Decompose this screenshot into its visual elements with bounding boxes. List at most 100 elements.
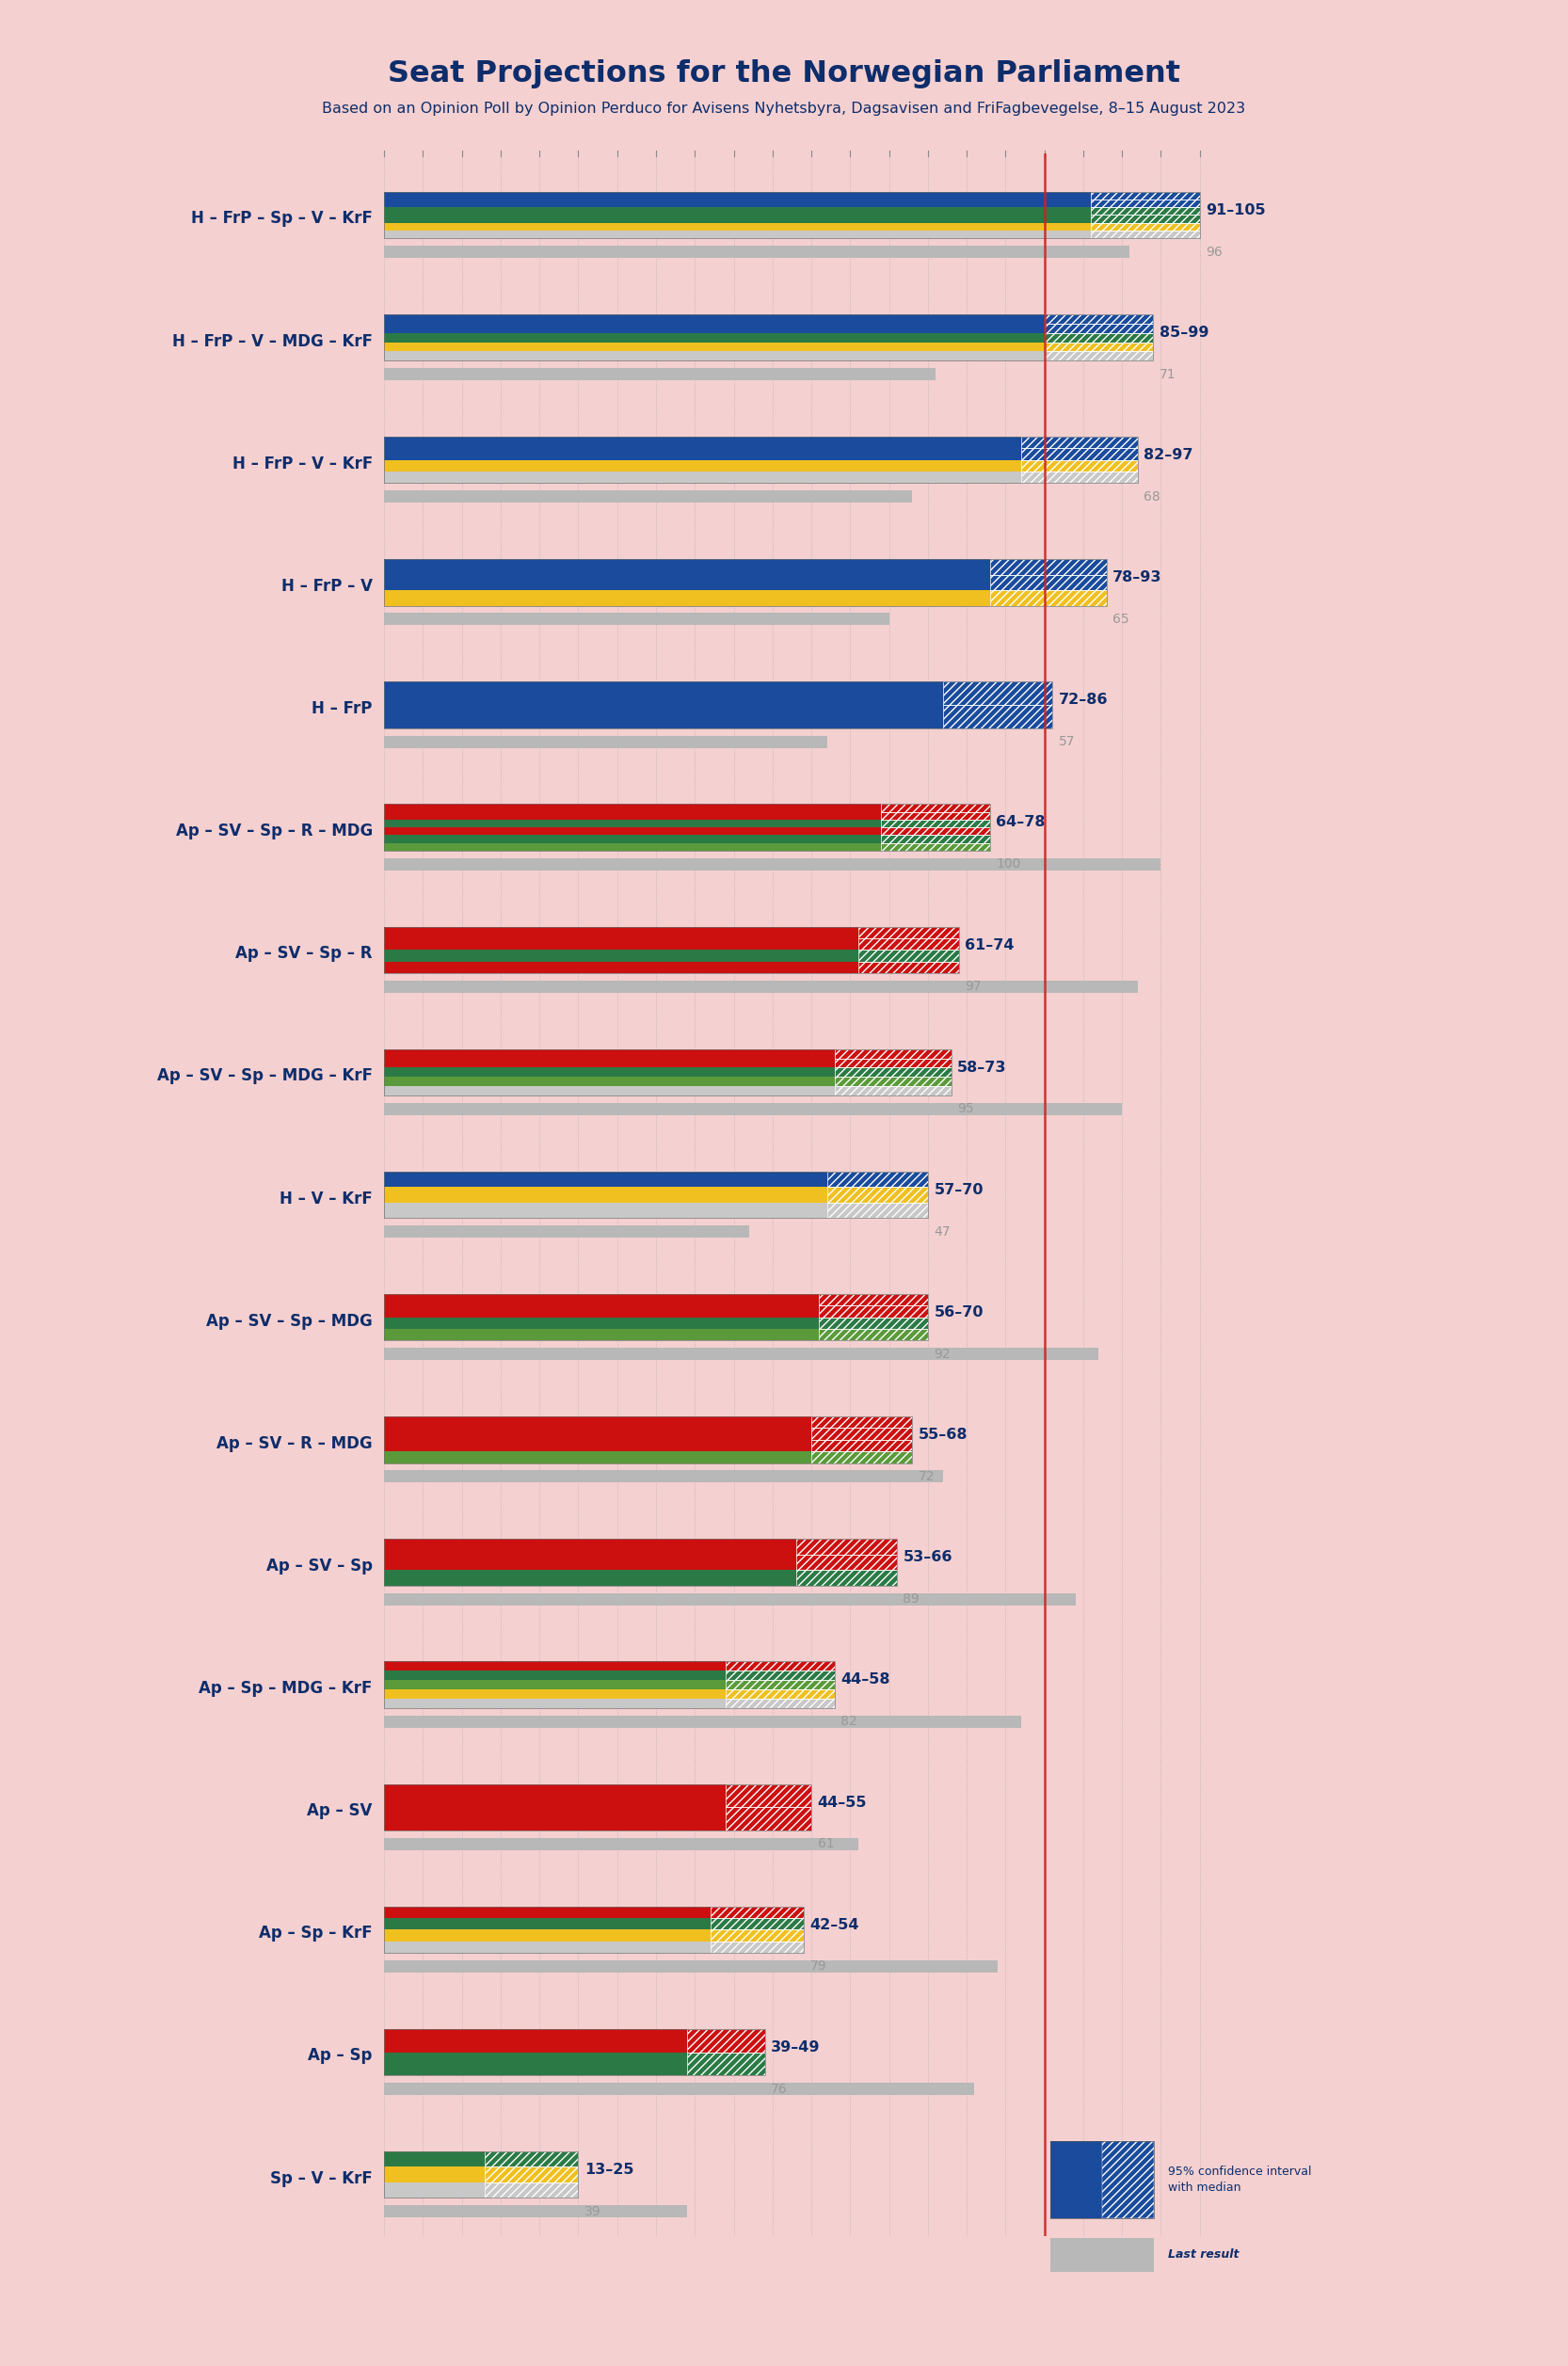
Bar [1102,2141,1154,2219]
Bar [384,961,858,972]
Bar [384,1571,797,1585]
Bar [726,1808,811,1831]
Bar [384,1699,726,1708]
Bar [384,1429,811,1441]
Bar [826,1171,928,1188]
Text: H – FrP – V – KrF: H – FrP – V – KrF [232,454,373,473]
Bar [1021,459,1138,471]
Bar [384,1318,818,1330]
Bar [1091,199,1200,208]
Text: 56–70: 56–70 [935,1306,983,1320]
Bar [989,558,1107,575]
Bar [858,949,960,961]
Text: 97: 97 [966,980,982,994]
Bar [881,828,989,835]
Bar [811,1417,913,1429]
Bar [858,961,960,972]
Bar [384,1048,834,1058]
Bar [384,324,1044,334]
Bar [726,1699,834,1708]
Bar [1051,2141,1154,2219]
Text: H – FrP – Sp – V – KrF: H – FrP – Sp – V – KrF [191,211,373,227]
Bar [1021,447,1138,459]
Bar [384,1931,710,1942]
Bar [485,2181,579,2198]
Bar [384,343,1044,353]
Bar [384,1349,1099,1360]
Bar [384,1202,826,1218]
Bar [384,1294,818,1306]
Bar [826,1202,928,1218]
Bar [1044,315,1152,324]
Bar [384,1538,897,1585]
Text: 72–86: 72–86 [1058,693,1107,707]
Bar [811,1450,913,1462]
Text: 39–49: 39–49 [771,2039,820,2054]
Bar [818,1306,928,1318]
Bar [384,2151,485,2167]
Bar [1044,353,1152,360]
Text: Ap – SV – Sp: Ap – SV – Sp [267,1557,373,1573]
Bar [384,1103,1123,1114]
Bar [834,1058,952,1067]
Bar [811,1429,913,1441]
Bar [384,736,826,748]
Bar [384,2151,579,2198]
Bar [989,558,1107,575]
Text: Ap – Sp – KrF: Ap – Sp – KrF [259,1926,373,1942]
Bar [384,1306,818,1318]
Bar [384,575,989,589]
Bar [811,1417,913,1429]
Bar [1051,2141,1154,2219]
Bar [1044,334,1152,343]
Bar [1044,353,1152,360]
Bar [818,1330,928,1342]
Text: Ap – SV: Ap – SV [307,1803,373,1819]
Bar [384,589,989,606]
Bar [1021,447,1138,459]
Bar [818,1306,928,1318]
Bar [384,1592,1076,1604]
Bar [826,1202,928,1218]
Bar [1044,343,1152,353]
Bar [384,1417,913,1462]
Bar [726,1699,834,1708]
Bar [384,1086,834,1095]
Bar [384,1942,710,1952]
Bar [384,1077,834,1086]
Bar [384,2030,687,2051]
Text: H – V – KrF: H – V – KrF [279,1190,373,1207]
Bar [1044,324,1152,334]
Bar [1021,459,1138,471]
Bar [384,1784,811,1831]
Bar [384,1048,952,1095]
Bar [811,1441,913,1450]
Text: 57–70: 57–70 [935,1183,983,1197]
Bar [726,1808,811,1831]
Bar [384,2181,485,2198]
Text: 61: 61 [817,1838,834,1850]
Bar [384,804,881,812]
Bar [1091,199,1200,208]
Bar [384,613,889,625]
Text: 91–105: 91–105 [1206,203,1265,218]
Bar [384,1838,858,1850]
Bar [989,575,1107,589]
Bar [485,2151,579,2167]
Bar [826,1188,928,1202]
Text: 53–66: 53–66 [903,1550,952,1564]
Bar [710,1942,803,1952]
Bar [834,1077,952,1086]
Bar [726,1689,834,1699]
Bar [384,2205,687,2217]
Bar [384,315,1044,324]
Bar [384,1188,826,1202]
Text: 82: 82 [840,1715,858,1727]
Bar [797,1554,897,1571]
Bar [858,961,960,972]
Bar [384,1330,818,1342]
Bar [384,558,989,575]
Bar [1044,334,1152,343]
Text: 95% confidence interval
with median: 95% confidence interval with median [1168,2165,1311,2193]
Text: Based on an Opinion Poll by Opinion Perduco for Avisens Nyhetsbyra, Dagsavisen a: Based on an Opinion Poll by Opinion Perd… [323,102,1245,116]
